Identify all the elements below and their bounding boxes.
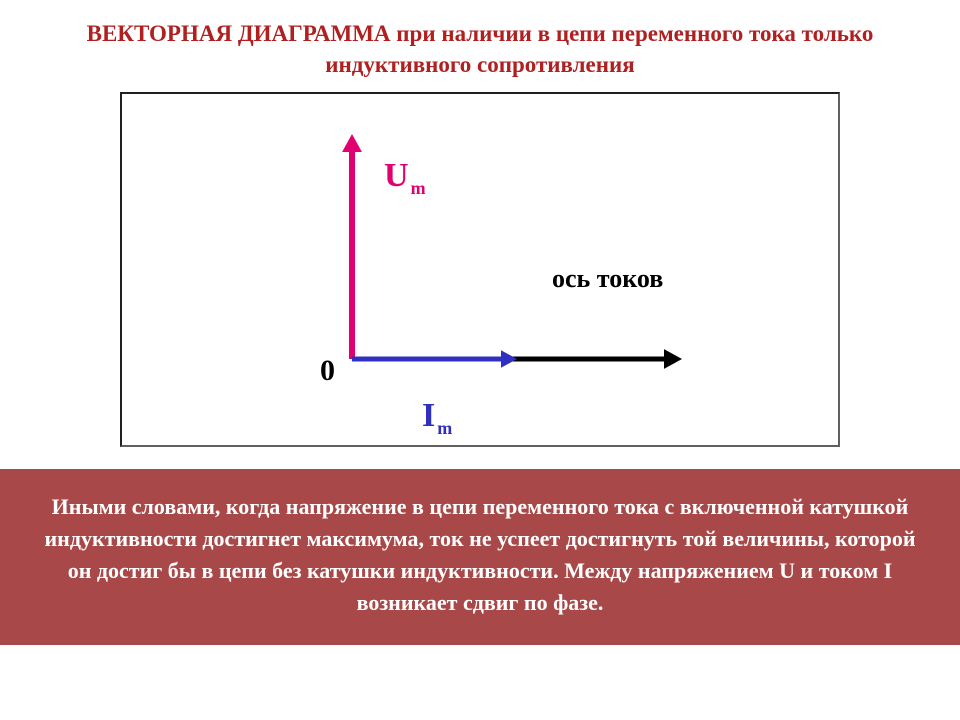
origin-label: 0	[320, 354, 335, 388]
vector-label-U: Um	[384, 157, 426, 199]
vector-label-I: Im	[422, 397, 452, 439]
vector-diagram	[122, 94, 842, 449]
diagram-box: 0 ось токов Um Im	[120, 92, 840, 447]
diagram-container: 0 ось токов Um Im	[0, 92, 960, 457]
page-title: ВЕКТОРНАЯ ДИАГРАММА при наличии в цепи п…	[0, 0, 960, 92]
footer-text: Иными словами, когда напряжение в цепи п…	[0, 469, 960, 645]
axis-label: ось токов	[552, 264, 663, 294]
